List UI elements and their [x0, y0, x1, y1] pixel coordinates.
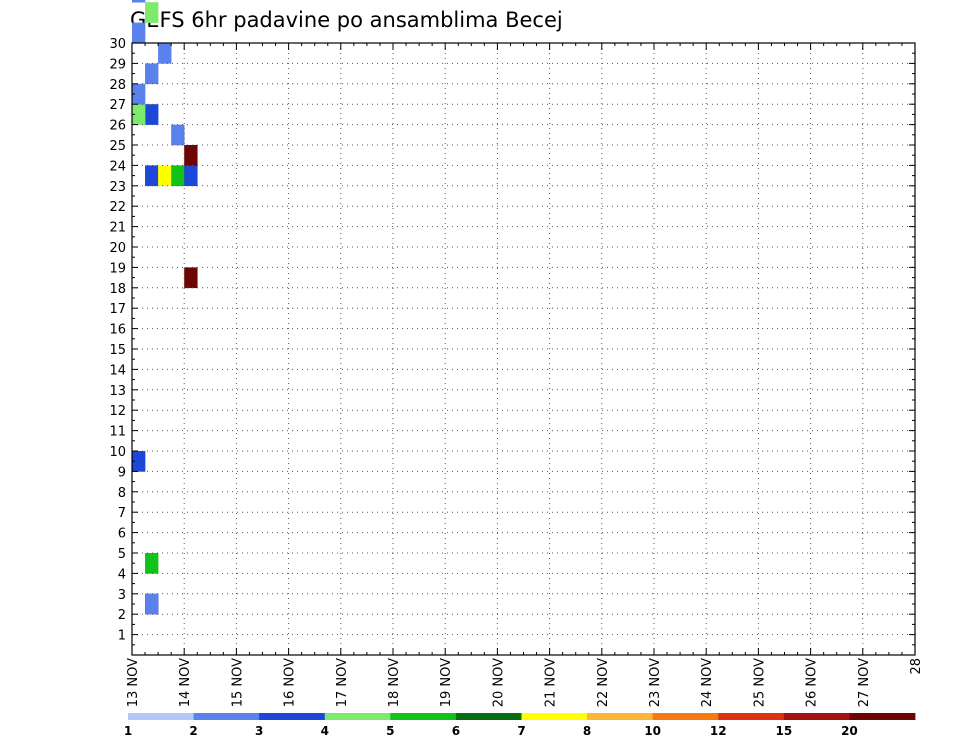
y-tick-label: 12 — [109, 404, 126, 419]
y-axis-labels: 1234567891011121314151617181920212223242… — [109, 37, 126, 644]
cells-layer — [132, 0, 198, 615]
y-tick-label: 5 — [118, 547, 126, 562]
y-tick-label: 9 — [118, 465, 126, 480]
precip-cell — [184, 165, 198, 187]
y-tick-label: 29 — [109, 57, 126, 72]
colorbar-swatch — [390, 713, 457, 720]
precip-cell — [171, 124, 185, 146]
precip-cell — [145, 553, 159, 574]
colorbar-label: 10 — [644, 724, 661, 738]
colorbar-swatch — [849, 713, 916, 720]
y-tick-label: 19 — [109, 261, 126, 276]
x-tick-label: 20 NOV — [491, 658, 506, 707]
x-tick-label: 27 NOV — [857, 658, 872, 707]
y-tick-label: 8 — [118, 486, 126, 501]
x-tick-label: 23 NOV — [648, 658, 663, 707]
x-axis-labels: 13 NOV 14 NOV 15 NOV 16 NOV 17 NOV 18 NOV 19 N… — [126, 658, 924, 707]
y-tick-label: 22 — [109, 200, 126, 215]
precip-cell — [158, 165, 172, 187]
colorbar-label: 4 — [321, 724, 329, 738]
precip-cell — [145, 2, 159, 23]
y-tick-label: 18 — [109, 282, 126, 297]
x-tick-label: 25 NOV — [752, 658, 767, 707]
y-tick-label: 14 — [109, 363, 126, 378]
colorbar-label: 20 — [841, 724, 858, 738]
y-tick-label: 13 — [109, 384, 126, 399]
x-tick-label: 22 NOV — [596, 658, 611, 707]
x-tick-label: 13 NOV — [126, 658, 141, 707]
x-tick-label: 14 NOV — [178, 658, 193, 707]
x-tick-label: 16 NOV — [283, 658, 298, 707]
y-tick-label: 6 — [118, 527, 126, 542]
y-tick-label: 1 — [118, 629, 126, 644]
x-tick-label: 26 NOV — [805, 658, 820, 707]
colorbar-swatch — [259, 713, 326, 720]
chart-title: GEFS 6hr padavine po ansamblima Becej — [130, 8, 563, 32]
precip-cell — [158, 43, 172, 64]
y-tick-label: 25 — [109, 139, 126, 154]
y-tick-label: 28 — [109, 78, 126, 93]
colorbar-swatch — [587, 713, 654, 720]
x-tick-label: 21 NOV — [544, 658, 559, 707]
precip-cell — [132, 451, 146, 472]
precip-cell — [145, 104, 159, 125]
precip-cell — [132, 0, 146, 3]
y-tick-label: 2 — [118, 608, 126, 623]
precip-cell — [132, 22, 146, 44]
y-tick-label: 20 — [109, 241, 126, 256]
precip-cell — [184, 267, 198, 289]
y-tick-label: 15 — [109, 343, 126, 358]
precip-cell — [171, 165, 185, 187]
y-tick-label: 27 — [109, 98, 126, 113]
y-tick-label: 21 — [109, 221, 126, 236]
x-tick-label: 24 NOV — [700, 658, 715, 707]
colorbar-label: 7 — [517, 724, 525, 738]
x-tick-label: 18 NOV — [387, 658, 402, 707]
colorbar-label: 3 — [255, 724, 263, 738]
colorbar-label: 5 — [386, 724, 394, 738]
y-tick-label: 17 — [109, 302, 126, 317]
x-tick-label: 15 NOV — [230, 658, 245, 707]
x-tick-label: 17 NOV — [335, 658, 350, 707]
colorbar-label: 12 — [710, 724, 727, 738]
ticks-layer — [131, 42, 916, 655]
x-tick-label: 28 — [909, 658, 924, 675]
colorbar-swatch — [652, 713, 719, 720]
colorbar-label: 15 — [775, 724, 792, 738]
colorbar-swatch — [455, 713, 522, 720]
x-tick-label: 19 NOV — [439, 658, 454, 707]
colorbar-swatch — [718, 713, 785, 720]
colorbar-swatch — [521, 713, 588, 720]
colorbar-label: 8 — [583, 724, 591, 738]
precip-cell — [184, 145, 198, 166]
y-tick-label: 30 — [109, 37, 126, 52]
precip-cell — [145, 165, 159, 187]
precip-cell — [132, 83, 146, 105]
y-tick-label: 3 — [118, 588, 126, 603]
colorbar: 1 2 3 4 5 6 7 8 10 12 15 20 — [124, 713, 916, 738]
colorbar-label: 6 — [452, 724, 460, 738]
y-tick-label: 26 — [109, 119, 126, 134]
y-tick-label: 23 — [109, 180, 126, 195]
y-tick-label: 16 — [109, 323, 126, 338]
colorbar-label: 1 — [124, 724, 132, 738]
precip-cell — [132, 104, 146, 125]
colorbar-swatch — [128, 713, 194, 720]
grid-layer — [132, 42, 915, 655]
colorbar-swatch — [193, 713, 260, 720]
y-tick-label: 7 — [118, 506, 126, 521]
colorbar-swatch — [324, 713, 391, 720]
y-tick-label: 10 — [109, 445, 126, 460]
precip-cell — [145, 593, 159, 615]
colorbar-swatch — [783, 713, 850, 720]
precip-cell — [145, 63, 159, 85]
y-tick-label: 4 — [118, 567, 126, 582]
colorbar-label: 2 — [189, 724, 197, 738]
y-tick-label: 11 — [109, 425, 126, 440]
y-tick-label: 24 — [109, 159, 126, 174]
